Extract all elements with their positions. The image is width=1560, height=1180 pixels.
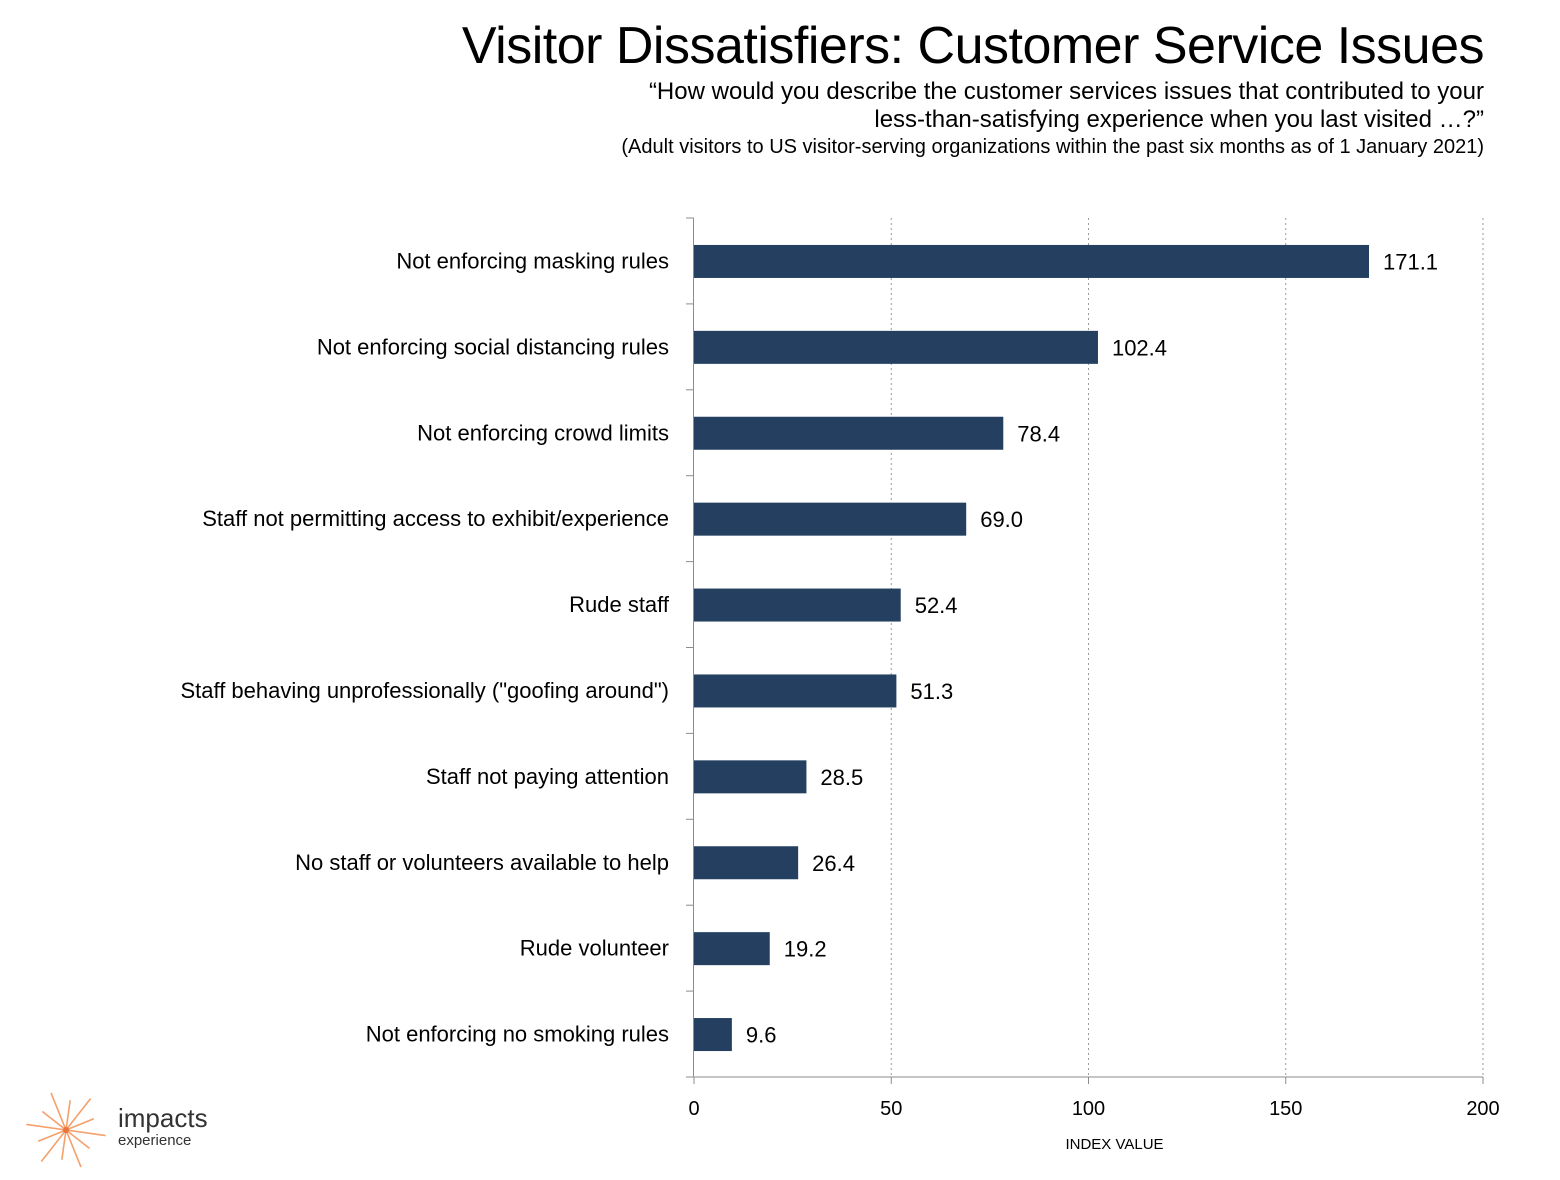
x-tick-label: 100 (1072, 1098, 1105, 1120)
starburst-ray (61, 1129, 67, 1160)
starburst-ray (65, 1129, 106, 1137)
value-label: 51.3 (910, 679, 953, 704)
survey-question-line-2: less-than-satisfying experience when you… (874, 106, 1484, 133)
category-label: Staff not paying attention (426, 764, 669, 789)
bar (694, 330, 1098, 364)
bar (694, 588, 901, 622)
category-label: Rude staff (569, 592, 670, 617)
starburst-ray (65, 1129, 82, 1168)
bar (694, 244, 1369, 278)
bar (694, 502, 967, 536)
bar (694, 760, 807, 794)
x-tick-label: 200 (1466, 1098, 1499, 1120)
starburst-ray (65, 1097, 92, 1131)
category-label: No staff or volunteers available to help (295, 850, 669, 875)
bar (694, 846, 799, 880)
chart-title: Visitor Dissatisfiers: Customer Service … (461, 17, 1485, 75)
chart-header: Visitor Dissatisfiers: Customer Service … (461, 14, 1485, 160)
starburst-ray (65, 1100, 71, 1131)
category-label: Not enforcing social distancing rules (317, 334, 669, 359)
value-label: 19.2 (784, 937, 827, 962)
x-axis-title: INDEX VALUE (1065, 1136, 1163, 1153)
survey-base-note: (Adult visitors to US visitor-serving or… (621, 136, 1484, 158)
starburst-ray (40, 1129, 67, 1163)
bar (694, 932, 770, 966)
x-tick-label: 0 (688, 1098, 699, 1120)
value-label: 28.5 (820, 765, 863, 790)
company-logo: impacts experience (26, 1090, 246, 1174)
bar (694, 416, 1004, 450)
starburst-ray (37, 1129, 67, 1142)
bar (694, 1018, 732, 1052)
logo-subtitle: experience (118, 1132, 192, 1149)
starburst-ray (65, 1129, 91, 1150)
survey-question-line-1: “How would you describe the customer ser… (648, 78, 1484, 105)
value-label: 9.6 (746, 1023, 777, 1048)
bar (694, 674, 897, 708)
value-label: 69.0 (980, 507, 1023, 532)
value-label: 52.4 (915, 593, 958, 618)
category-label: Staff behaving unprofessionally ("goofin… (180, 678, 669, 703)
category-label: Staff not permitting access to exhibit/e… (202, 506, 669, 531)
starburst-ray (65, 1118, 95, 1131)
starburst-center (63, 1127, 69, 1133)
category-label: Rude volunteer (520, 936, 669, 961)
x-tick-label: 50 (880, 1098, 902, 1120)
starburst-icon (26, 1092, 106, 1168)
x-tick-label: 150 (1269, 1098, 1302, 1120)
starburst-ray (41, 1110, 67, 1131)
value-label: 26.4 (812, 851, 855, 876)
category-label: Not enforcing no smoking rules (366, 1022, 669, 1047)
value-label: 78.4 (1017, 421, 1060, 446)
value-label: 102.4 (1112, 335, 1167, 360)
category-label: Not enforcing crowd limits (417, 420, 669, 445)
starburst-ray (26, 1123, 67, 1131)
starburst-ray (50, 1092, 67, 1131)
value-label: 171.1 (1383, 249, 1438, 274)
category-label: Not enforcing masking rules (396, 248, 669, 273)
logo-wordmark: impacts (118, 1103, 208, 1133)
